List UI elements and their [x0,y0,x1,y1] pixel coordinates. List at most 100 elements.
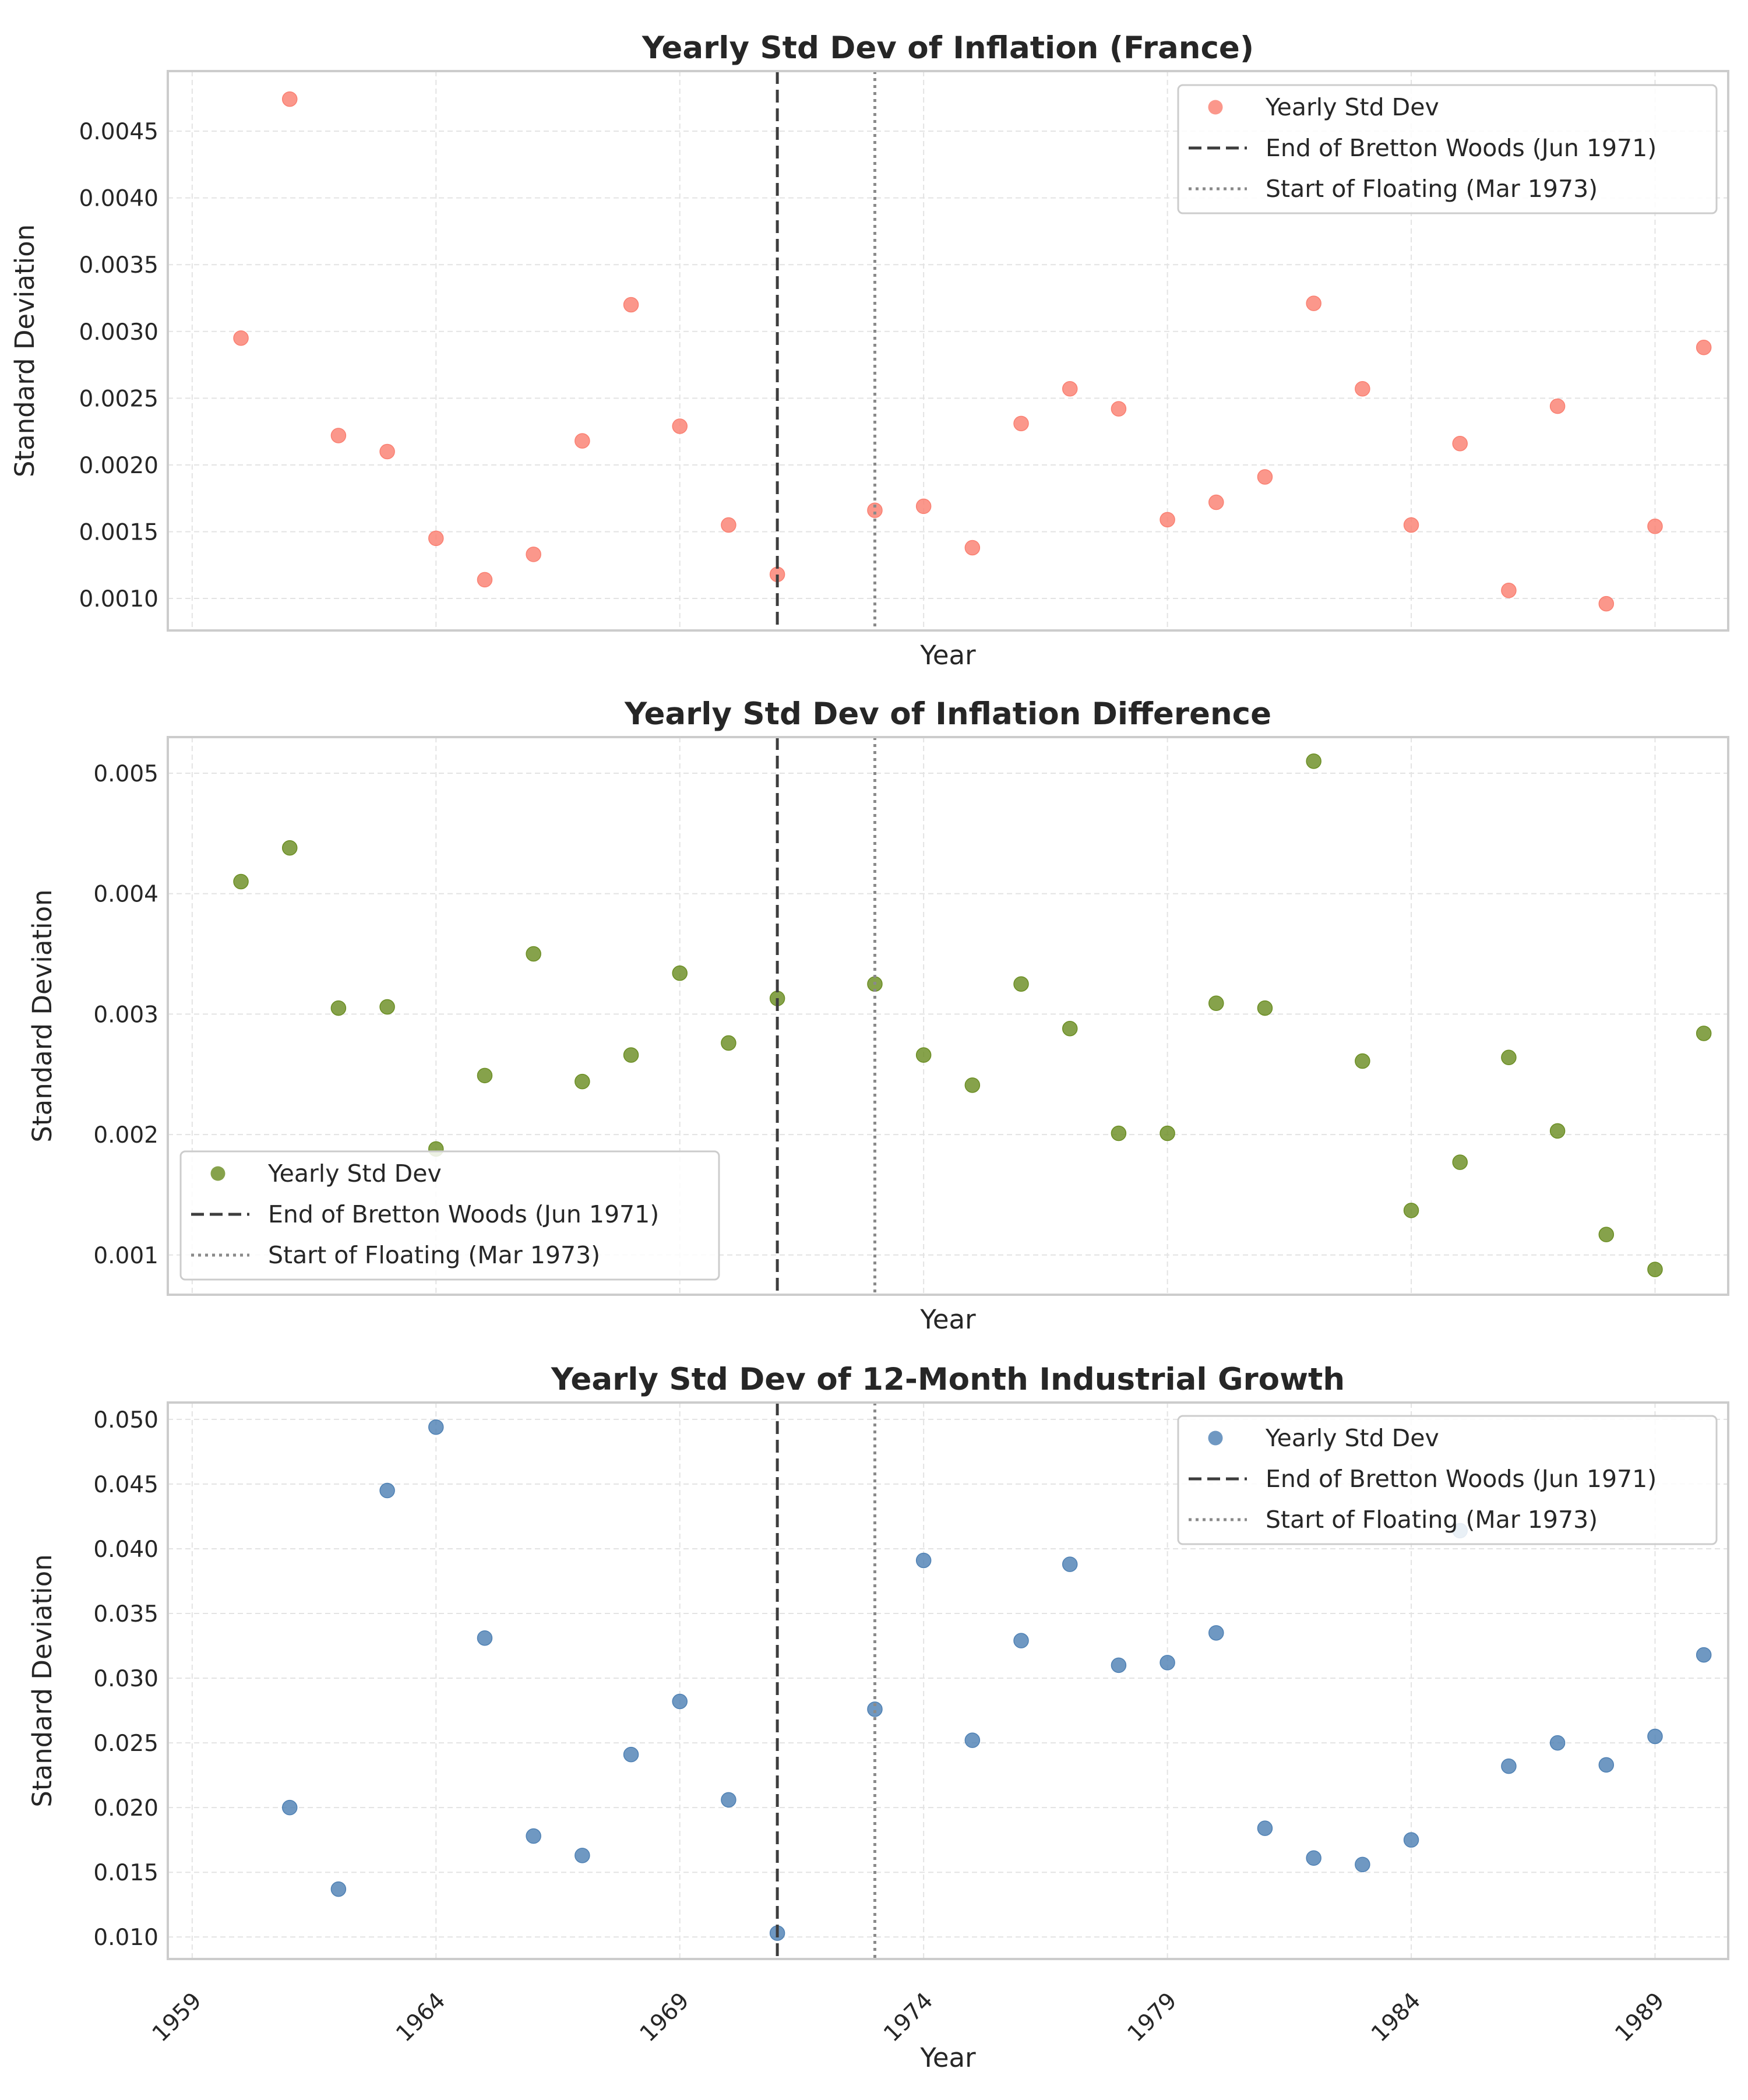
y-tick-label: 0.015 [93,1860,158,1886]
scatter-point [1013,415,1029,432]
legend-label: Start of Floating (Mar 1973) [1266,1506,1598,1534]
scatter-point [1549,1735,1566,1751]
scatter-point [1696,1647,1712,1663]
scatter-point [1452,435,1468,452]
panel-2: 0.001 0.002 0.003 0.004 0.005 Yearly Std Dev … [27,696,1729,1335]
scatter-point [1111,401,1127,417]
y-tick-label: 0.002 [93,1122,158,1148]
y-tick-label: 0.0035 [79,252,158,279]
x-tick-label: 1979 [1123,1988,1182,2047]
scatter-point [1696,1026,1712,1041]
scatter-point [281,91,298,107]
legend-box [179,1150,720,1281]
scatter-point [721,1035,736,1051]
scatter-point [575,1073,590,1090]
scatter-point [867,1701,883,1717]
scatter-point [623,297,639,313]
scatter-point [1257,469,1273,485]
scatter-point [964,540,981,556]
scatter-point [1062,1020,1078,1037]
x-axis-label: Year [919,640,976,671]
scatter-point [1647,1262,1663,1277]
y-axis-label: Standard Deviation [27,1554,58,1807]
scatter-point [1111,1125,1127,1141]
scatter-point [1208,494,1224,510]
y-tick-label: 0.030 [93,1666,158,1692]
scatter-point [964,1077,981,1093]
legend-marker [1208,1430,1223,1446]
legend-label: End of Bretton Woods (Jun 1971) [1266,134,1657,162]
scatter-point [1452,1154,1468,1170]
scatter-point [281,1799,298,1816]
scatter-point [477,1630,493,1646]
scatter-point [575,433,590,449]
scatter-point [477,1067,493,1084]
x-axis-label: Year [919,2042,976,2073]
scatter-point [575,1848,590,1863]
y-tick-label: 0.050 [93,1407,158,1433]
scatter-point [915,498,932,515]
scatter-point [1647,1728,1663,1745]
scatter-point [1501,583,1517,598]
scatter-point [1013,1633,1029,1648]
scatter-point [1306,1850,1321,1866]
scatter-point [526,946,541,962]
legend-label: Start of Floating (Mar 1973) [268,1241,600,1269]
legend-label: Yearly Std Dev [1265,1424,1439,1452]
x-tick-label: 1984 [1366,1988,1426,2047]
x-tick-label: 1969 [635,1988,695,2047]
legend-marker [1208,100,1223,115]
scatter-point [233,873,249,890]
scatter-point [379,1482,395,1499]
legend-label: End of Bretton Woods (Jun 1971) [268,1200,659,1228]
scatter-point [330,428,347,443]
scatter-point [1062,1556,1078,1572]
x-tick-label: 1959 [147,1988,207,2047]
y-tick-label: 0.040 [93,1537,158,1563]
scatter-point [672,1693,688,1710]
panel-3: 0.010 0.015 0.020 0.025 0.030 0.035 0.040 0.045… [27,1362,1729,2073]
scatter-point [1160,512,1175,528]
scatter-point [1062,381,1078,397]
scatter-point [1355,381,1370,397]
legend-box [1177,1415,1718,1545]
scatter-point [477,572,493,588]
axes-frame [167,736,1729,1296]
scatter-point [233,330,249,346]
scatter-point [1257,1000,1273,1016]
scatter-point [1306,295,1321,311]
y-tick-label: 0.025 [93,1731,158,1757]
scatter-point [1403,1832,1419,1848]
legend-box [1177,84,1718,214]
scatter-point [1355,1856,1370,1873]
scatter-point [867,502,883,519]
scatter-point [672,418,688,434]
scatter-point [428,530,444,547]
scatter-point [1013,976,1029,992]
scatter-point [1501,1758,1517,1774]
y-tick-label: 0.0015 [79,519,158,545]
y-tick-label: 0.0030 [79,319,158,346]
scatter-point [1598,1227,1615,1242]
scatter-point [1598,1757,1615,1773]
scatter-point [721,517,736,533]
scatter-point [379,999,395,1015]
scatter-point [623,1047,639,1063]
scatter-point [1549,1123,1566,1139]
scatter-point [915,1552,932,1569]
scatter-point [1160,1655,1175,1671]
y-tick-label: 0.0045 [79,119,158,145]
y-tick-label: 0.0025 [79,386,158,412]
scatter-point [623,1746,639,1763]
x-tick-label: 1989 [1610,1988,1670,2047]
chart-title: Yearly Std Dev of Inflation Difference [624,696,1271,732]
scatter-point [379,443,395,460]
chart-title: Yearly Std Dev of Inflation (France) [642,30,1254,66]
legend-label: End of Bretton Woods (Jun 1971) [1266,1465,1657,1493]
y-tick-label: 0.003 [93,1002,158,1028]
scatter-point [281,840,298,856]
y-tick-label: 0.005 [93,761,158,787]
scatter-point [1403,517,1419,533]
y-tick-label: 0.010 [93,1925,158,1951]
